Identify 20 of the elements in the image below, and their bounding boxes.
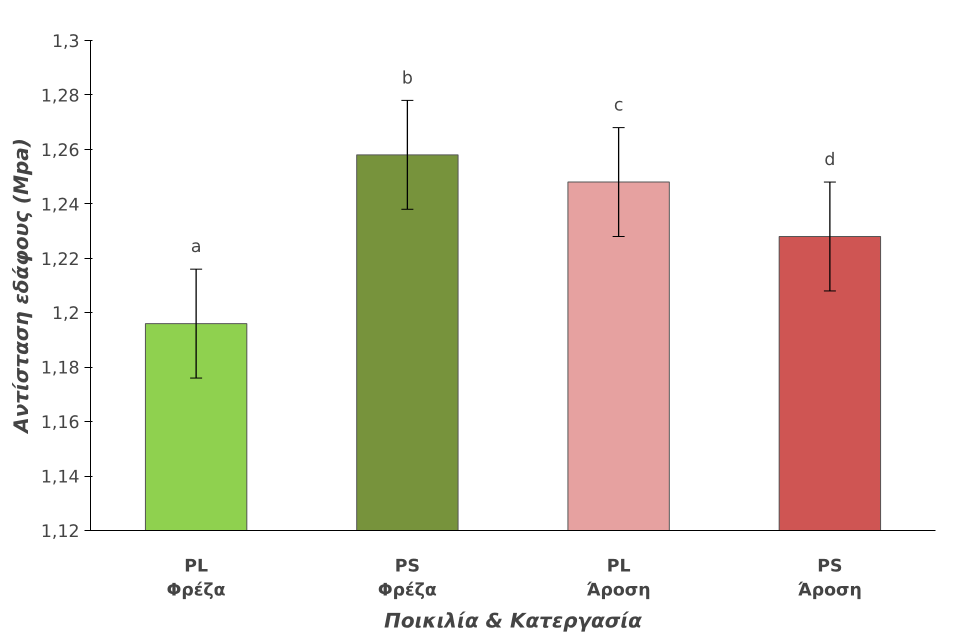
annotation: c bbox=[614, 96, 624, 116]
y-tick-label: 1,28 bbox=[40, 86, 80, 106]
annotation: d bbox=[824, 150, 836, 170]
x-axis-title: Ποικιλία & Κατεργασία bbox=[384, 608, 642, 632]
annotation: b bbox=[402, 68, 413, 88]
annotation: a bbox=[190, 237, 202, 258]
y-tick-label: 1,12 bbox=[40, 522, 80, 542]
y-tick-label: 1,24 bbox=[40, 195, 80, 216]
x-tick-label: PS Φρέζα bbox=[378, 556, 437, 600]
x-tick-label: PL Φρέζα bbox=[166, 556, 226, 600]
y-tick-label: 1,3 bbox=[52, 32, 80, 52]
y-tick-label: 1,18 bbox=[40, 358, 80, 379]
y-tick-label: 1,26 bbox=[40, 140, 80, 161]
y-tick-label: 1,14 bbox=[40, 468, 80, 488]
y-tick-label: 1,16 bbox=[40, 413, 80, 434]
y-axis-title: Αντίσταση εδάφους (Mpa) bbox=[8, 138, 33, 435]
y-tick-label: 1,2 bbox=[52, 304, 80, 324]
y-tick-label: 1,22 bbox=[40, 250, 80, 270]
x-tick-label: PL Άροση bbox=[586, 556, 651, 600]
x-tick-label: PS Άροση bbox=[798, 556, 862, 600]
